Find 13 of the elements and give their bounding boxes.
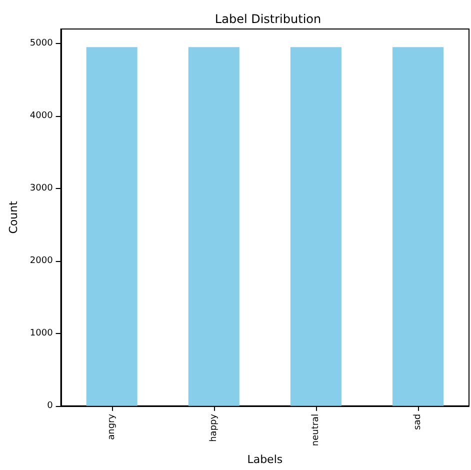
x-tick-label: neutral xyxy=(310,414,321,446)
y-tick-label: 3000 xyxy=(30,183,54,194)
y-axis-title: Count xyxy=(7,200,20,234)
y-tick-label: 1000 xyxy=(30,328,54,338)
chart-title: Label Distribution xyxy=(214,12,322,26)
y-tick-label: 0 xyxy=(47,400,54,411)
y-tick-label: 2000 xyxy=(30,256,54,266)
x-axis-title: Labels xyxy=(247,453,283,466)
x-tick-label: happy xyxy=(208,413,219,442)
x-tick-label: sad xyxy=(412,414,423,430)
x-tick-label: angry xyxy=(106,413,117,440)
y-tick-label: 5000 xyxy=(30,38,54,48)
y-tick-label: 4000 xyxy=(30,110,54,121)
